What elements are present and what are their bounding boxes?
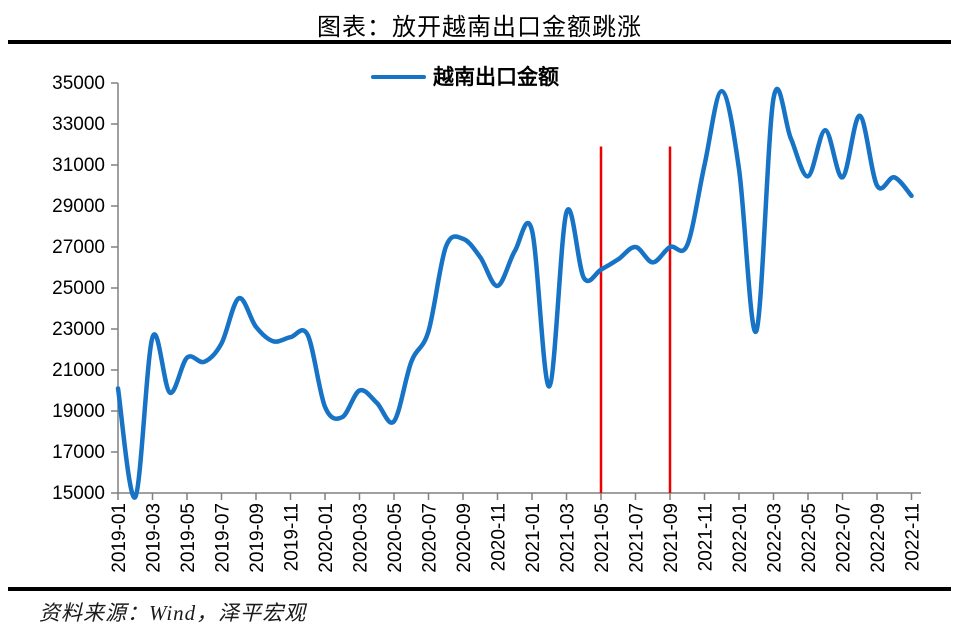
y-axis-tick-label: 19000: [52, 401, 105, 422]
x-axis-tick-label: 2019-09: [247, 503, 268, 573]
x-axis-tick-label: 2020-05: [385, 503, 406, 573]
series-line-vietnam-exports: [115, 86, 914, 500]
data-source-note: 资料来源：Wind，泽平宏观: [39, 601, 307, 625]
legend-line-sample: [371, 75, 426, 79]
x-axis-tick-label: 2022-07: [834, 503, 855, 573]
x-axis-tick-label: 2022-01: [730, 503, 751, 573]
x-axis-tick-label: 2019-07: [213, 503, 234, 573]
x-axis-tick-label: 2019-01: [109, 503, 130, 573]
x-axis-tick-label: 2022-05: [799, 503, 820, 573]
x-axis-tick-label: 2021-09: [661, 503, 682, 573]
y-axis-tick-label: 35000: [52, 73, 105, 94]
top-divider-rule: [8, 40, 951, 44]
y-axis-tick-label: 15000: [52, 483, 105, 504]
legend: 越南出口金额: [371, 66, 559, 88]
legend-label: 越南出口金额: [433, 65, 559, 89]
y-axis-tick-label: 27000: [52, 237, 105, 258]
x-axis-tick-label: 2021-11: [696, 503, 717, 571]
y-axis-tick-label: 33000: [52, 114, 105, 135]
y-axis-tick-label: 17000: [52, 442, 105, 463]
x-axis-tick-label: 2021-05: [592, 503, 613, 573]
x-axis-tick-label: 2021-07: [627, 503, 648, 573]
y-axis-tick-label: 23000: [52, 319, 105, 340]
x-axis-tick-label: 2021-01: [523, 503, 544, 573]
x-axis-tick-label: 2020-01: [316, 503, 337, 573]
x-axis-tick-label: 2021-03: [558, 503, 579, 573]
x-axis-tick-label: 2020-07: [420, 503, 441, 573]
chart-title: 图表：放开越南出口金额跳涨: [317, 15, 642, 41]
x-axis-tick-label: 2022-09: [868, 503, 889, 573]
y-axis-tick-label: 21000: [52, 360, 105, 381]
bottom-divider-rule: [8, 587, 951, 591]
y-axis-tick-label: 25000: [52, 278, 105, 299]
x-axis-tick-label: 2022-11: [903, 503, 924, 571]
y-axis-tick-label: 31000: [52, 155, 105, 176]
x-axis-tick-label: 2020-11: [489, 503, 510, 571]
x-axis-tick-label: 2020-09: [454, 503, 475, 573]
x-axis-tick-label: 2019-05: [178, 503, 199, 573]
x-axis-tick-label: 2020-03: [351, 503, 372, 573]
x-axis-tick-label: 2019-11: [282, 503, 303, 571]
x-axis-tick-label: 2019-03: [144, 503, 165, 573]
y-axis-tick-label: 29000: [52, 196, 105, 217]
x-axis-tick-label: 2022-03: [765, 503, 786, 573]
